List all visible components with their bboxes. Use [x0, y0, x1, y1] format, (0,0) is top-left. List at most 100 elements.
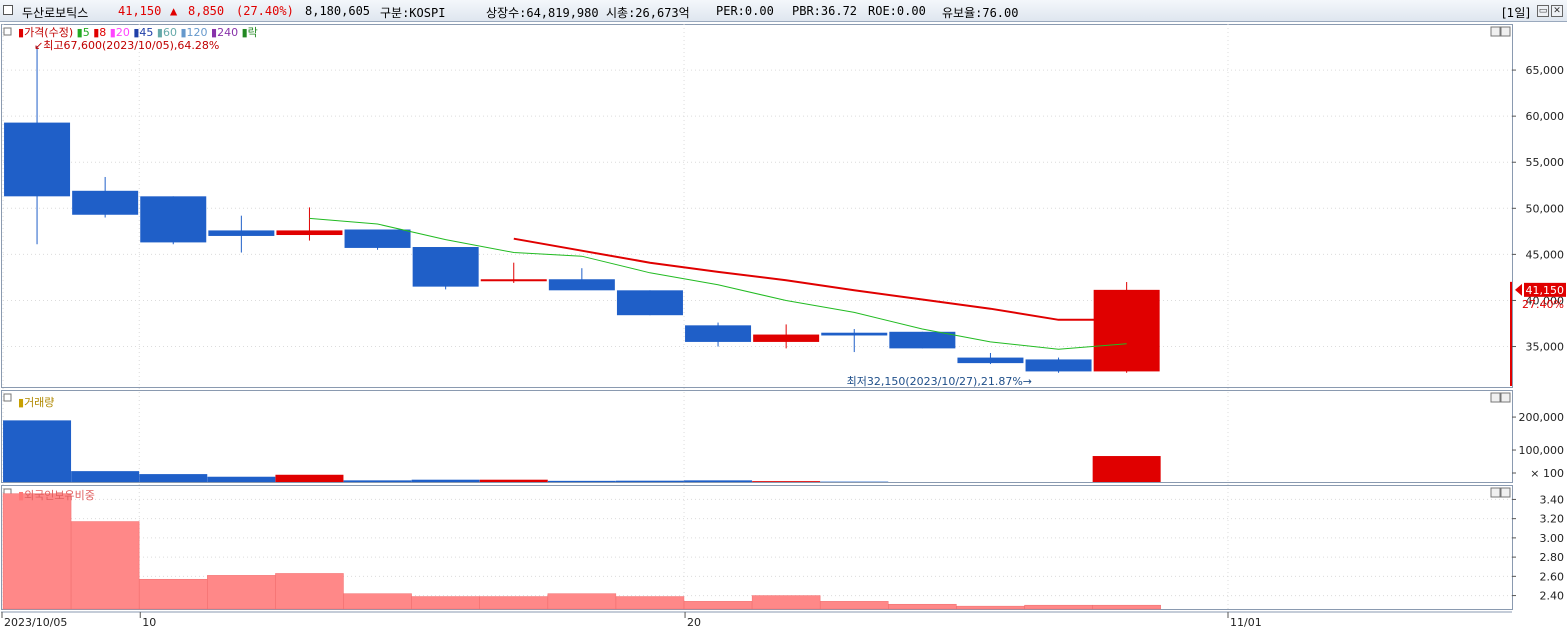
- foreign-bar: [615, 596, 685, 610]
- candle-body: [140, 196, 207, 243]
- foreign-bar: [139, 578, 208, 610]
- restore-icon[interactable]: ▭: [1537, 5, 1549, 17]
- candle-body: [957, 357, 1024, 364]
- x-tick-label: 11/01: [1230, 616, 1262, 629]
- x-tick-label: 10: [142, 616, 156, 629]
- panel-frame-3: [1, 485, 1513, 610]
- candle-body: [412, 247, 479, 287]
- candle-body: [276, 230, 343, 236]
- panel-restore-icon: [1490, 392, 1501, 403]
- candle-body: [889, 331, 956, 349]
- foreign-bar: [411, 596, 480, 610]
- candle-body: [616, 290, 683, 316]
- panel-menu-icon: [3, 393, 12, 402]
- panel-frame-2: [1, 390, 1513, 483]
- price-tick-label: 35,000: [1526, 341, 1565, 354]
- panel-restore-icon: [1490, 487, 1501, 498]
- panel-restore-icon: [1490, 26, 1501, 37]
- foreign-bar: [343, 593, 412, 610]
- price-change: 8,850: [188, 4, 225, 18]
- panel-menu-icon: [3, 27, 12, 36]
- candle-body: [4, 122, 71, 197]
- foreign-bar: [888, 603, 957, 610]
- candle-body: [1025, 359, 1092, 372]
- price-tick-label: 60,000: [1526, 110, 1565, 123]
- legend-marker: ▮: [238, 26, 248, 39]
- price-tick-label: 55,000: [1526, 156, 1565, 169]
- volume-bar: [343, 480, 412, 482]
- legend-marker: ▮: [18, 489, 24, 502]
- foreign-bar: [956, 605, 1025, 610]
- legend-item: 거래량: [24, 396, 54, 409]
- pbr-value: PBR:36.72: [792, 4, 858, 18]
- candle-body: [208, 230, 275, 236]
- legend-marker: ▮: [18, 396, 24, 409]
- candle-body: [548, 279, 615, 291]
- header-checkbox[interactable]: [3, 5, 13, 15]
- legend-marker: ▮: [130, 26, 140, 39]
- candle-body: [685, 325, 752, 342]
- current-price: 41,150: [118, 4, 162, 18]
- legend-item: 가격(수정): [24, 26, 73, 39]
- candle-body: [72, 190, 139, 215]
- stock-chart: 35,000 40,000 45,000 50,000 55,000 60,000 65,0…: [1, 24, 1566, 629]
- price-change-pct: (27.40%): [236, 4, 294, 18]
- foreign-tick-label: 2.40: [1540, 590, 1565, 603]
- foreign-legend: ▮외국인보유비중: [18, 489, 95, 502]
- last-price-pct: 27.40%: [1522, 298, 1564, 311]
- volume-bar: [615, 480, 684, 482]
- price-legend: ▮가격(수정) ▮5 ▮8 ▮20 ▮45 ▮60 ▮120 ▮240 ▮락: [18, 26, 258, 39]
- period-selector[interactable]: [1일]: [1502, 6, 1531, 20]
- reserve-ratio: 유보율:76.00: [942, 6, 1019, 20]
- volume-legend: ▮거래량: [18, 396, 54, 409]
- candle-body: [753, 334, 820, 342]
- legend-marker: ▮: [90, 26, 100, 39]
- panel-close-icon: [1500, 487, 1511, 498]
- legend-item: 45: [139, 26, 153, 39]
- last-price-label: 41,150: [1526, 284, 1565, 297]
- up-arrow-icon: ▲: [170, 4, 178, 18]
- volume-tick-label: 100,000: [1519, 444, 1565, 457]
- legend-item: 락: [248, 26, 258, 39]
- foreign-bar: [683, 601, 753, 610]
- foreign-tick-label: 3.20: [1540, 513, 1565, 526]
- volume-bar: [479, 479, 548, 482]
- foreign-bar: [1024, 604, 1093, 610]
- foreign-bar: [751, 595, 821, 610]
- panel-close-icon: [1500, 392, 1511, 403]
- volume-bar: [207, 476, 276, 482]
- legend-item: 240: [217, 26, 238, 39]
- x-tick-label: 20: [687, 616, 701, 629]
- legend-item: 60: [163, 26, 177, 39]
- last-price-arrow: [1515, 283, 1522, 296]
- chart-header: 두산로보틱스 41,150 ▲ 8,850 (27.40%) 8,180,605…: [0, 0, 1567, 22]
- legend-marker: ▮: [153, 26, 163, 39]
- legend-marker: ▮: [106, 26, 116, 39]
- volume-bar: [411, 479, 480, 482]
- foreign-tick-label: 2.60: [1540, 570, 1565, 583]
- ma-line-8: [513, 237, 1127, 321]
- foreign-tick-label: 3.40: [1540, 493, 1565, 506]
- foreign-bar: [1092, 604, 1161, 610]
- candle-body: [821, 332, 888, 336]
- foreign-bar: [820, 601, 889, 610]
- foreign-bar: [547, 593, 617, 610]
- foreign-tick-label: 3.00: [1540, 532, 1565, 545]
- market-cap: 시총:26,673억: [606, 6, 690, 20]
- legend-marker: ▮: [177, 26, 187, 39]
- close-icon[interactable]: ✕: [1551, 5, 1563, 17]
- legend-item: 120: [187, 26, 208, 39]
- foreign-bar: [2, 493, 72, 610]
- volume-tick-label: × 100: [1530, 467, 1564, 480]
- price-tick-label: 50,000: [1526, 202, 1565, 215]
- listed-shares: 상장수:64,819,980: [486, 6, 599, 20]
- legend-marker: ▮: [73, 26, 83, 39]
- volume-text: 8,180,605: [305, 4, 371, 18]
- volume-bar: [3, 420, 72, 482]
- volume-bar: [1092, 456, 1161, 482]
- candle-body: [1093, 289, 1160, 372]
- foreign-tick-label: 2.80: [1540, 551, 1565, 564]
- last-price-box: [1524, 282, 1566, 297]
- market-type: 구분:KOSPI: [380, 6, 446, 20]
- foreign-bar: [207, 575, 276, 610]
